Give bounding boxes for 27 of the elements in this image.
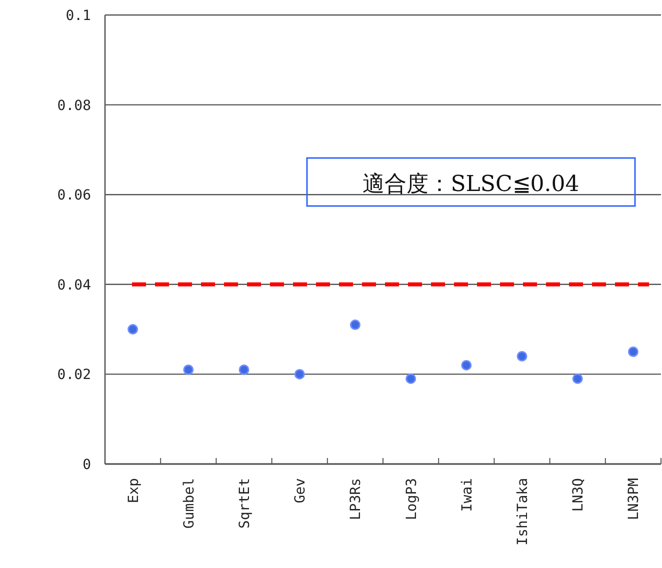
y-tick-label: 0.04 — [57, 277, 91, 294]
point — [628, 346, 638, 357]
x-tick-label: LP3Rs — [348, 478, 364, 520]
y-tick-label: 0.08 — [57, 98, 91, 114]
y-tick-label: 0 — [82, 457, 91, 473]
point — [183, 364, 194, 375]
x-tick-label: SqrtEt — [237, 478, 253, 529]
x-tick-label: Exp — [126, 478, 142, 504]
y-tick-label: 0.02 — [57, 367, 91, 384]
y-tick-label: 0.1 — [66, 8, 91, 24]
point — [406, 373, 416, 384]
annotation: 適合度：SLSC≦0.04 — [362, 172, 580, 197]
x-tick-label: IshiTaka — [515, 478, 531, 546]
point — [294, 368, 305, 380]
x-tick-label: LN3Q — [570, 478, 587, 512]
x-tick-label: Iwai — [459, 478, 476, 512]
point — [516, 350, 528, 362]
point — [350, 320, 360, 330]
x-tick-label: LogP3 — [404, 478, 420, 520]
y-tick-label: 0.06 — [57, 188, 91, 204]
x-tick-label: Gumbel — [181, 478, 198, 529]
point — [238, 364, 250, 375]
x-tick-label: LN3PM — [626, 478, 642, 520]
x-tick-label: Gev — [292, 478, 309, 504]
point — [572, 373, 583, 384]
point — [128, 324, 138, 335]
point — [461, 360, 472, 370]
